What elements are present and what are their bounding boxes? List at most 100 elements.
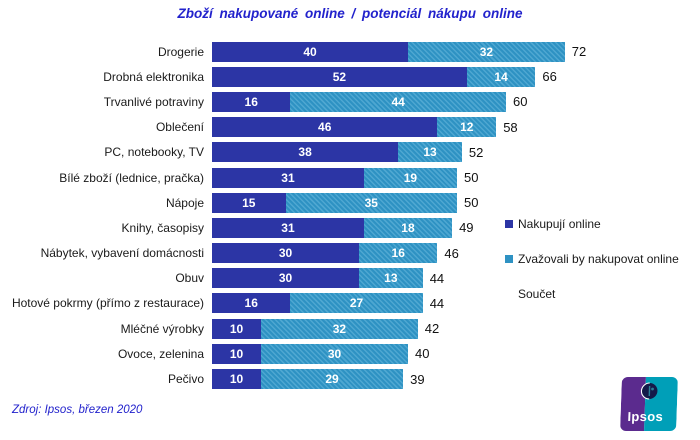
segment-zvazovali-by: 30 [261,343,408,364]
stacked-bar: 16 44 [212,91,506,112]
segment-nakupuji-online: 10 [212,369,261,390]
category-label: Knihy, časopisy [121,220,204,235]
chart-row: Pečivo 10 29 39 [0,366,700,391]
segment-nakupuji-online: 30 [212,243,359,264]
segment-nakupuji-online: 46 [212,117,438,138]
chart-row: Bílé zboží (lednice, pračka) 31 19 50 [0,165,700,190]
stacked-bar: 52 14 [212,66,536,87]
category-label: Pečivo [167,372,204,387]
legend-label-nakupuji: Nakupují online [518,217,601,231]
chart-row: Obuv 30 13 44 [0,266,700,291]
segment-nakupuji-online: 15 [212,192,286,213]
segment-zvazovali-by: 27 [290,293,423,314]
chart-row: Hotové pokrmy (přímo z restaurace) 16 27 44 [0,291,700,316]
segment-zvazovali-by: 19 [363,167,457,188]
segment-zvazovali-by: 13 [359,268,423,289]
segment-nakupuji-online: 52 [212,66,467,87]
category-label: Nápoje [165,195,204,210]
total-value: 46 [444,245,459,261]
legend-swatch-light-blue [505,255,513,263]
segment-nakupuji-online: 31 [212,217,364,238]
segment-nakupuji-online: 10 [212,318,261,339]
chart-row: Ovoce, zelenina 10 30 40 [0,341,700,366]
stacked-bar: 31 18 [212,217,453,238]
total-value: 44 [429,270,445,286]
total-value: 72 [571,44,587,60]
ipsos-head-profile-icon [640,382,658,400]
segment-zvazovali-by: 13 [398,142,462,163]
segment-nakupuji-online: 30 [212,268,359,289]
total-value: 44 [429,295,445,311]
chart-row: Drobná elektronika 52 14 66 [0,64,700,89]
stacked-bar: 40 32 [212,41,565,62]
segment-zvazovali-by: 18 [363,217,453,238]
chart-row: Nápoje 15 35 50 [0,190,700,215]
source-note: Zdroj: Ipsos, březen 2020 [12,404,143,416]
category-label: Bílé zboží (lednice, pračka) [59,170,204,185]
total-value: 66 [542,69,557,85]
category-label: Mléčné výrobky [120,321,204,336]
stacked-bar: 46 12 [212,117,497,138]
chart-row: PC, notebooky, TV 38 13 52 [0,140,700,165]
total-value: 50 [463,170,479,186]
bar-rows: Drogerie 40 32 72 Drobná elektronika 52 14 66 Tr… [0,39,700,392]
total-value: 40 [415,346,430,362]
legend: Nakupují online Zvažovali by nakupovat o… [505,217,679,301]
segment-nakupuji-online: 31 [212,167,364,188]
legend-item-soucet: Součet [505,287,679,301]
legend-label-soucet: Součet [518,287,556,301]
segment-zvazovali-by: 16 [359,243,438,264]
chart-row: Oblečení 46 12 58 [0,115,700,140]
segment-nakupuji-online: 10 [212,343,261,364]
stacked-bar: 10 30 [212,343,408,364]
segment-zvazovali-by: 12 [437,117,497,138]
category-label: PC, notebooky, TV [104,145,204,160]
chart-row: Mléčné výrobky 10 32 42 [0,316,700,341]
stacked-bar: 15 35 [212,192,457,213]
segment-nakupuji-online: 16 [212,91,291,112]
chart-row: Drogerie 40 32 72 [0,39,700,64]
total-value: 39 [410,371,425,387]
category-label: Nábytek, vybavení domácnosti [40,246,204,261]
ipsos-logo-text: Ipsos [627,408,664,424]
chart-title: Zboží nakupované online / potenciál náku… [177,6,523,21]
stacked-bar: 30 13 [212,268,423,289]
legend-item-nakupuji: Nakupují online [505,217,679,231]
category-label: Hotové pokrmy (přímo z restaurace) [11,296,204,311]
stacked-bar: 16 27 [212,293,423,314]
stacked-bar: 30 16 [212,243,438,264]
total-value: 49 [459,220,474,236]
segment-zvazovali-by: 32 [408,41,565,62]
legend-item-zvazovali: Zvažovali by nakupovat online [505,252,679,266]
category-label: Ovoce, zelenina [117,346,204,361]
segment-nakupuji-online: 16 [212,293,291,314]
category-label: Trvanlivé potraviny [103,94,204,109]
segment-zvazovali-by: 14 [466,66,536,87]
legend-swatch-dark-blue [505,220,513,228]
category-label: Obuv [175,271,204,286]
segment-nakupuji-online: 38 [212,142,399,163]
total-value: 58 [503,119,518,135]
chart-row: Knihy, časopisy 31 18 49 [0,215,700,240]
total-value: 60 [512,94,528,110]
segment-zvazovali-by: 29 [261,369,404,390]
stacked-bar: 31 19 [212,167,457,188]
total-value: 50 [464,195,479,211]
segment-zvazovali-by: 44 [290,91,506,112]
chart-row: Trvanlivé potraviny 16 44 60 [0,89,700,114]
chart-row: Nábytek, vybavení domácnosti 30 16 46 [0,241,700,266]
stacked-bar: 10 32 [212,318,418,339]
ipsos-logo: Ipsos [620,377,678,431]
total-value: 52 [468,144,484,160]
category-label: Drogerie [157,44,204,59]
segment-nakupuji-online: 40 [212,41,408,62]
stacked-bar: 10 29 [212,369,404,390]
stacked-bar: 38 13 [212,142,462,163]
category-label: Oblečení [155,120,204,135]
total-value: 42 [424,321,440,337]
segment-zvazovali-by: 32 [261,318,418,339]
category-label: Drobná elektronika [103,69,204,84]
legend-label-zvazovali: Zvažovali by nakupovat online [518,252,679,266]
segment-zvazovali-by: 35 [285,192,457,213]
